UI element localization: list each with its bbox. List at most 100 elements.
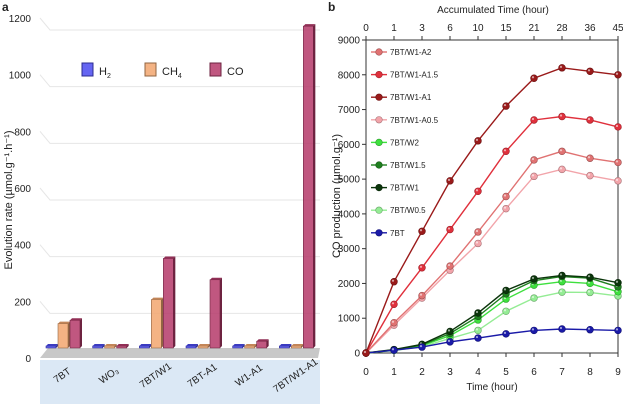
bar-front bbox=[139, 345, 150, 349]
data-point bbox=[390, 319, 398, 327]
data-point bbox=[502, 102, 510, 110]
bar-front bbox=[303, 25, 314, 349]
legend-label: 7BT/W1-A1.5 bbox=[390, 71, 439, 80]
point-highlight bbox=[615, 160, 619, 163]
point-highlight bbox=[503, 288, 507, 291]
y-tick-label: 8000 bbox=[338, 70, 361, 81]
top-x-axis-label: Accumulated Time (hour) bbox=[437, 5, 549, 16]
point-highlight bbox=[419, 344, 423, 348]
point-highlight bbox=[587, 290, 591, 293]
point-highlight bbox=[531, 295, 535, 299]
point-highlight bbox=[447, 329, 451, 332]
point-highlight bbox=[503, 194, 507, 197]
series-line bbox=[365, 115, 619, 354]
bar-front bbox=[279, 345, 290, 349]
bar-front bbox=[69, 319, 81, 349]
point-highlight bbox=[559, 167, 563, 170]
y-tick-label: 9000 bbox=[338, 36, 361, 47]
top-x-tick-label: 45 bbox=[612, 23, 623, 34]
point-highlight bbox=[559, 65, 563, 68]
y-tick-label: 1000 bbox=[9, 71, 32, 82]
legend-marker bbox=[375, 161, 383, 169]
bar-front bbox=[256, 340, 267, 349]
data-point bbox=[474, 137, 482, 145]
data-point bbox=[362, 349, 370, 357]
legend-label: 7BT/W0.5 bbox=[390, 206, 426, 215]
data-point bbox=[530, 116, 538, 124]
bar-side bbox=[313, 24, 316, 349]
data-point bbox=[586, 116, 594, 124]
point-highlight bbox=[503, 206, 507, 209]
legend-item-CO: CO bbox=[209, 62, 244, 78]
x-tick-label: 4 bbox=[475, 367, 481, 378]
point-highlight bbox=[503, 309, 507, 312]
data-point bbox=[502, 204, 510, 213]
bar-H₂-7BT/W1 bbox=[139, 344, 152, 349]
legend-label: CO bbox=[227, 66, 244, 78]
bar-CH₄-7BT bbox=[57, 321, 70, 349]
data-point bbox=[558, 112, 566, 121]
bar-front bbox=[45, 345, 57, 349]
x-tick-label: 9 bbox=[615, 367, 621, 378]
bar-CO-7BT/W1-A1 bbox=[303, 24, 316, 349]
point-highlight bbox=[475, 189, 479, 192]
point-highlight bbox=[531, 328, 535, 331]
bar-top bbox=[232, 344, 245, 346]
bar-front bbox=[244, 345, 255, 349]
bar-top bbox=[163, 256, 176, 259]
bar-front bbox=[104, 345, 115, 349]
point-highlight bbox=[531, 157, 535, 161]
legend-label: 7BT/W1-A0.5 bbox=[390, 116, 439, 125]
y-axis-label-a: Evolution rate (µmol.g⁻¹.h⁻¹) bbox=[3, 131, 15, 270]
data-point bbox=[390, 278, 398, 286]
legend-marker bbox=[375, 93, 383, 101]
bar-side bbox=[220, 277, 222, 348]
point-highlight bbox=[531, 117, 535, 121]
data-point bbox=[446, 177, 454, 185]
data-point bbox=[558, 64, 566, 72]
point-highlight bbox=[391, 348, 395, 351]
data-point bbox=[474, 334, 482, 342]
gridline bbox=[39, 301, 320, 314]
legend-label: H2 bbox=[99, 66, 111, 80]
bar-side bbox=[114, 344, 117, 348]
data-point bbox=[418, 343, 426, 351]
y-tick-label: 0 bbox=[25, 354, 31, 365]
point-highlight bbox=[559, 273, 563, 276]
plot-frame bbox=[365, 39, 619, 354]
legend-item-7BT/W1-A1: 7BT/W1-A1 bbox=[371, 93, 432, 102]
point-highlight bbox=[615, 124, 619, 128]
bar-side bbox=[289, 344, 292, 348]
y-tick-label: 400 bbox=[14, 241, 31, 252]
bar-CO-W1-A1 bbox=[256, 339, 269, 349]
y-tick-label: 1000 bbox=[338, 314, 361, 325]
data-point bbox=[586, 273, 594, 281]
bar-front bbox=[185, 345, 197, 349]
top-x-tick-label: 10 bbox=[472, 23, 484, 34]
gridline bbox=[39, 131, 320, 144]
bar-side bbox=[161, 297, 164, 348]
data-point bbox=[502, 286, 510, 295]
data-point bbox=[530, 275, 538, 283]
legend-item-7BT/W1-A1.5: 7BT/W1-A1.5 bbox=[371, 71, 439, 80]
x-tick-label: 1 bbox=[391, 367, 397, 378]
y-tick-label: 600 bbox=[14, 184, 31, 195]
y-tick-label: 200 bbox=[14, 297, 31, 308]
bar-side bbox=[56, 344, 58, 348]
point-highlight bbox=[615, 178, 619, 181]
point-highlight bbox=[475, 138, 479, 141]
point-highlight bbox=[419, 293, 423, 296]
legend-marker bbox=[375, 70, 383, 79]
legend-swatch bbox=[81, 62, 94, 77]
data-point bbox=[614, 177, 622, 185]
bar-side bbox=[254, 344, 257, 348]
bar-CO-7BT/W1 bbox=[163, 256, 176, 349]
point-highlight bbox=[419, 265, 423, 268]
point-highlight bbox=[363, 350, 367, 354]
legend-marker bbox=[375, 206, 383, 214]
legend-item-7BT: 7BT bbox=[371, 229, 405, 238]
series-7BT/W1 bbox=[362, 271, 622, 357]
point-highlight bbox=[475, 229, 479, 233]
panel-label-a: a bbox=[2, 0, 9, 14]
